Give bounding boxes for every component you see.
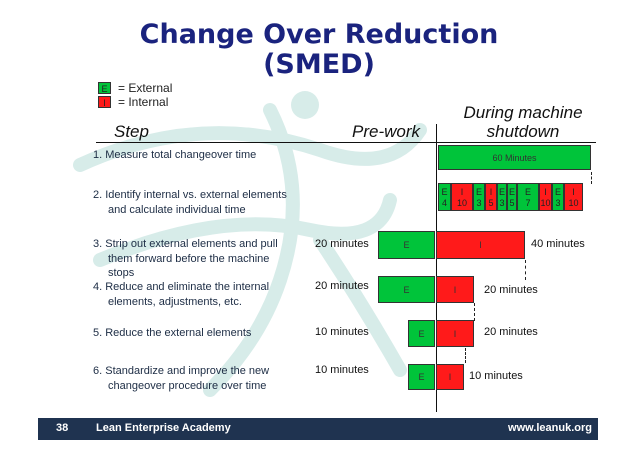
total-time-bar: 60 Minutes [438, 145, 591, 170]
legend-internal-swatch: I [98, 96, 111, 108]
divider-dash [474, 303, 475, 321]
step-4-prework-time: 20 minutes [315, 280, 369, 292]
step-6-prework-time: 10 minutes [315, 364, 369, 376]
element-code: E [441, 187, 448, 197]
step-4-line2: elements, adjustments, etc. [108, 296, 242, 308]
element-time: 7 [525, 198, 531, 208]
element-time: 10 [568, 198, 579, 208]
element-time: 3 [555, 198, 561, 208]
external-bar: E [408, 320, 435, 347]
element-time: 10 [456, 198, 467, 208]
step-5-remaining-time: 20 minutes [484, 326, 538, 338]
page-title: Change Over Reduction [139, 19, 499, 50]
element-box-internal: I 10 [451, 183, 473, 211]
page-subtitle: (SMED) [263, 49, 375, 80]
element-time: 5 [509, 198, 515, 208]
step-6-remaining-time: 10 minutes [469, 370, 523, 382]
during-header: During machine [463, 103, 583, 122]
step-2-line2: and calculate individual time [108, 204, 246, 216]
step-3-line2: them forward before the machine [108, 253, 270, 265]
element-time: 3 [499, 198, 505, 208]
element-box-internal: I 10 [564, 183, 583, 211]
step-5-prework-time: 10 minutes [315, 326, 369, 338]
step-6: 6. Standardize and improve the new [93, 365, 270, 377]
element-code: E [475, 187, 482, 197]
legend-external-swatch: E [98, 82, 111, 94]
external-bar: E [408, 364, 435, 390]
prework-header: Pre-work [352, 122, 421, 141]
external-bar: E [378, 231, 435, 259]
element-code: I [489, 187, 493, 197]
step-2: 2. Identify internal vs. external elemen… [93, 189, 287, 201]
shutdown-header: shutdown [486, 122, 560, 141]
step-5: 5. Reduce the external elements [93, 327, 252, 339]
legend-external-label: = External [118, 81, 173, 95]
step-header: Step [114, 122, 149, 141]
footer-bar: 38 Lean Enterprise Academy www.leanuk.or… [38, 418, 598, 440]
element-time: 10 [540, 198, 551, 208]
divider-dash [465, 348, 466, 363]
internal-bar: I [436, 320, 474, 347]
page-number: 38 [56, 422, 69, 434]
internal-bar: I [436, 276, 474, 303]
step-4-remaining-time: 20 minutes [484, 284, 538, 296]
step-3-remaining-time: 40 minutes [531, 238, 585, 250]
external-bar: E [378, 276, 435, 303]
organization-name: Lean Enterprise Academy [96, 422, 231, 434]
divider-dash [591, 172, 592, 184]
website-link[interactable]: www.leanuk.org [508, 422, 592, 434]
element-code: E [498, 187, 505, 197]
element-code: E [554, 187, 561, 197]
step-3: 3. Strip out external elements and pull [93, 238, 278, 250]
element-code: I [572, 187, 575, 197]
internal-bar: I [436, 231, 525, 259]
header-rule [96, 142, 596, 143]
element-code: E [524, 187, 531, 197]
internal-bar: I [436, 364, 464, 390]
legend-internal-label: = Internal [118, 95, 169, 109]
element-box-internal: I 10 [539, 183, 552, 211]
element-time: 5 [488, 198, 494, 208]
element-time: 3 [476, 198, 482, 208]
element-time: 4 [441, 198, 447, 208]
step-3-prework-time: 20 minutes [315, 238, 369, 250]
element-code: I [460, 187, 464, 197]
divider-dash [525, 260, 526, 280]
step-1: 1. Measure total changeover time [93, 149, 257, 161]
step-6-line2: changeover procedure over time [108, 380, 267, 392]
element-code: E [508, 187, 515, 197]
machine-stop-line [436, 124, 437, 412]
step-3-line3: stops [108, 267, 135, 279]
element-code: I [544, 187, 547, 197]
step-4: 4. Reduce and eliminate the internal [93, 281, 270, 293]
